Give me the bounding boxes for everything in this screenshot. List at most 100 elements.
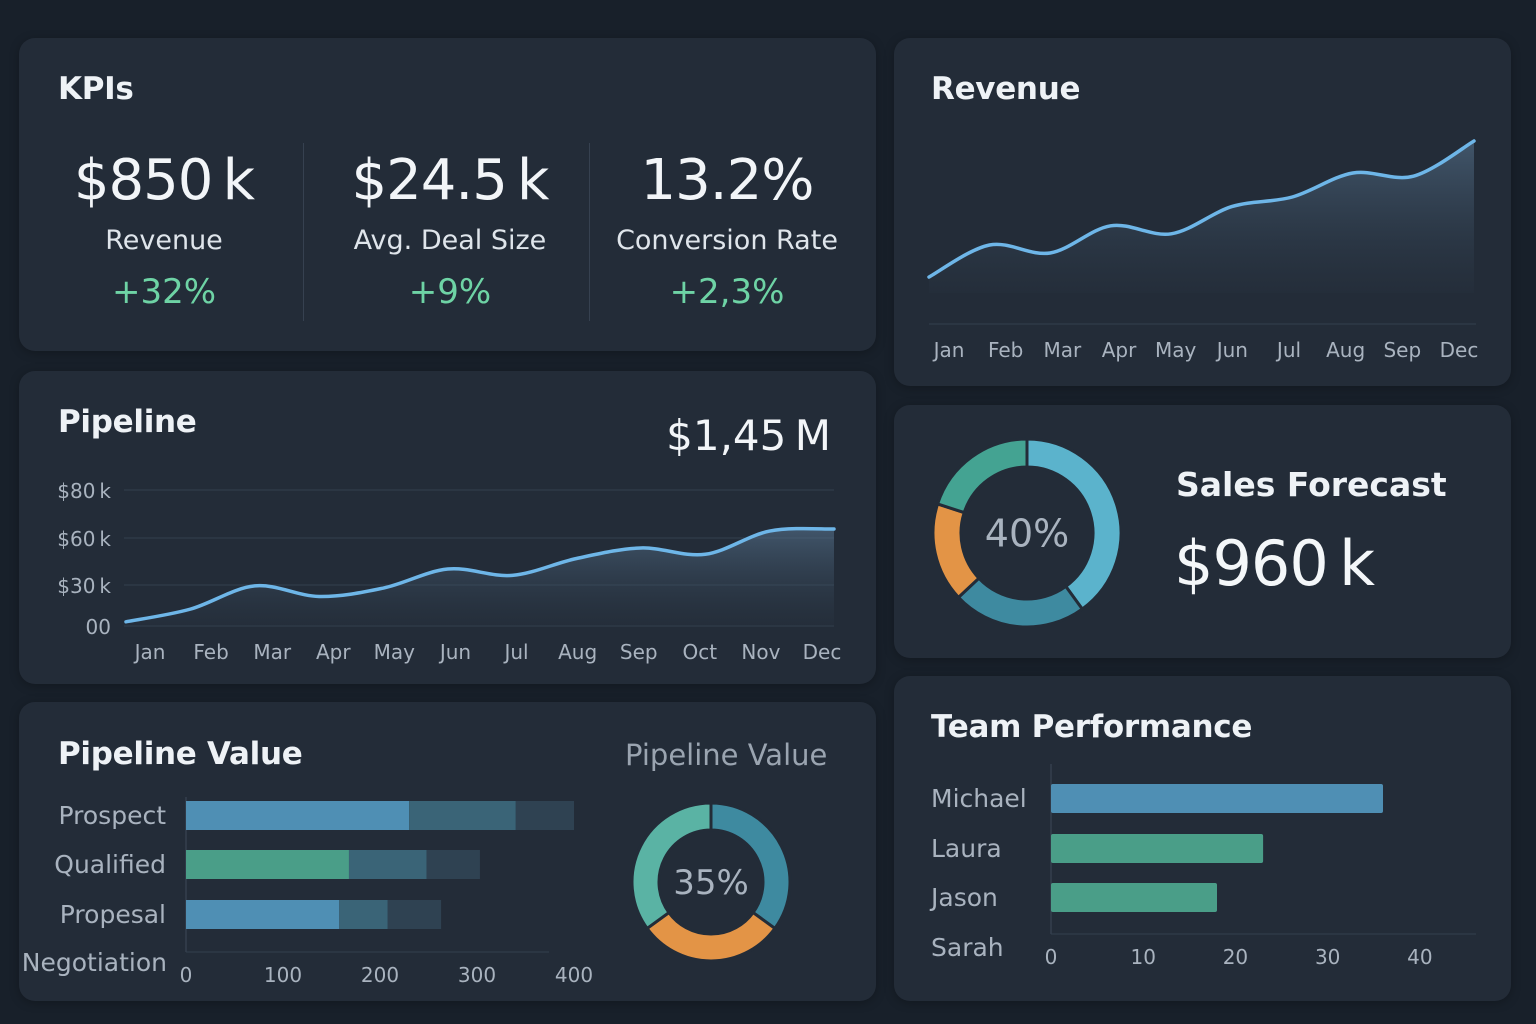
kpi-revenue[interactable]: $850 k Revenue +32% xyxy=(19,138,309,310)
x-tick-label: 10 xyxy=(1130,945,1155,969)
kpi-change: +2,3% xyxy=(669,272,785,312)
x-tick-label: 0 xyxy=(180,963,193,987)
x-tick-label: Sep xyxy=(620,640,658,664)
pipeline-chart[interactable]: 00 $30 k $60 k $80 k Jan Feb Mar Apr May Jun Jul Au… xyxy=(19,371,876,684)
category-label: Sarah xyxy=(931,933,1004,962)
kpis-card: KPIs $850 k Revenue +32% $24.5 k Avg. De… xyxy=(19,38,876,351)
team-performance-card: Team Performance Michael Laura Jason Sarah 0… xyxy=(894,676,1511,1001)
revenue-chart[interactable]: Jan Feb Mar Apr May Jun Jul Aug Sep Dec xyxy=(894,38,1511,386)
kpi-deal-size[interactable]: $24.5 k Avg. Deal Size +9% xyxy=(305,138,595,310)
x-tick-label: 200 xyxy=(361,963,399,987)
bar-segment[interactable] xyxy=(339,900,388,929)
donut-slice[interactable] xyxy=(935,437,1029,515)
bar-segment[interactable] xyxy=(186,801,410,830)
x-tick-label: 30 xyxy=(1315,945,1340,969)
pipeline-card: Pipeline $1,45 M 00 $30 k $60 k $80 k Jan Feb… xyxy=(19,371,876,684)
category-label: Michael xyxy=(931,784,1027,813)
bar-segment[interactable] xyxy=(515,801,574,830)
kpis-title: KPIs xyxy=(58,71,134,107)
x-tick-label: Jul xyxy=(1275,338,1301,362)
x-tick-label: Jun xyxy=(1215,338,1248,362)
area-fill xyxy=(126,528,834,626)
x-tick-label: Jan xyxy=(133,640,166,664)
pipeline-value-chart[interactable]: Prospect Qualified Propesal Negotiation 0 100… xyxy=(19,702,876,1001)
x-tick-label: 0 xyxy=(1045,945,1058,969)
series-line xyxy=(124,526,836,624)
sales-forecast-value: $960 k xyxy=(1174,527,1375,600)
kpi-label: Avg. Deal Size xyxy=(353,225,547,256)
x-tick-label: 400 xyxy=(555,963,593,987)
pipeline-value-donut-title: Pipeline Value xyxy=(625,738,828,772)
series-line xyxy=(927,139,1476,279)
revenue-title: Revenue xyxy=(931,71,1081,107)
team-bar[interactable] xyxy=(1051,834,1264,863)
bar-segment[interactable] xyxy=(186,900,340,929)
donut-slice[interactable] xyxy=(956,576,1085,629)
sales-forecast-card: 40% Sales Forecast $960 k xyxy=(894,405,1511,658)
x-tick-label: Aug xyxy=(558,640,597,664)
x-tick-label: Dec xyxy=(1440,338,1479,362)
kpi-label: Revenue xyxy=(105,225,223,256)
x-tick-label: 20 xyxy=(1223,945,1248,969)
kpi-divider xyxy=(303,143,304,321)
kpi-change: +32% xyxy=(111,272,217,312)
donut-slice[interactable] xyxy=(630,801,713,931)
bar-segment[interactable] xyxy=(426,850,480,879)
x-tick-label: 100 xyxy=(264,963,302,987)
x-tick-label: Feb xyxy=(988,338,1023,362)
sales-forecast-donut[interactable]: 40% xyxy=(894,405,1511,658)
category-label: Propesal xyxy=(60,900,166,929)
donut-center-label: 40% xyxy=(985,512,1069,556)
team-bar[interactable] xyxy=(1051,883,1217,912)
area-fill xyxy=(929,141,1474,293)
x-tick-label: 40 xyxy=(1407,945,1432,969)
category-label: Negotiation xyxy=(22,948,167,977)
x-tick-label: Apr xyxy=(1102,338,1137,362)
y-tick-label: $80 k xyxy=(57,479,111,503)
y-tick-label: 00 xyxy=(86,615,111,639)
x-tick-label: May xyxy=(1155,338,1197,362)
pipeline-total: $1,45 M xyxy=(666,411,831,460)
kpi-change: +9% xyxy=(408,272,492,312)
donut-slice[interactable] xyxy=(644,910,778,963)
category-label: Qualified xyxy=(54,850,166,879)
x-tick-label: Jun xyxy=(438,640,471,664)
donut-slice[interactable] xyxy=(931,502,982,600)
category-label: Laura xyxy=(931,834,1002,863)
team-performance-chart[interactable]: Michael Laura Jason Sarah 0 10 20 30 40 xyxy=(894,676,1511,1001)
y-tick-label: $60 k xyxy=(57,527,111,551)
kpi-value: $850 k xyxy=(73,148,255,213)
y-tick-label: $30 k xyxy=(57,574,111,598)
kpi-label: Conversion Rate xyxy=(616,225,838,256)
team-performance-title: Team Performance xyxy=(931,709,1253,745)
sales-forecast-title: Sales Forecast xyxy=(1176,465,1447,504)
kpi-value: 13.2% xyxy=(640,148,815,213)
donut-slice[interactable] xyxy=(1025,437,1123,612)
pipeline-value-card: Pipeline Value Pipeline Value Prospect Qu… xyxy=(19,702,876,1001)
x-tick-label: Mar xyxy=(253,640,292,664)
x-tick-label: 300 xyxy=(458,963,496,987)
kpi-conversion-rate[interactable]: 13.2% Conversion Rate +2,3% xyxy=(582,138,872,310)
kpi-value: $24.5 k xyxy=(351,148,550,213)
bar-segment[interactable] xyxy=(348,850,427,879)
category-label: Jason xyxy=(929,883,998,912)
x-tick-label: May xyxy=(374,640,416,664)
x-tick-label: Mar xyxy=(1043,338,1082,362)
bar-segment[interactable] xyxy=(387,900,442,929)
x-tick-label: Oct xyxy=(683,640,718,664)
bar-segment[interactable] xyxy=(186,850,349,879)
x-tick-label: Aug xyxy=(1326,338,1365,362)
team-bar[interactable] xyxy=(1051,784,1383,813)
kpi-divider xyxy=(589,143,590,321)
x-tick-label: Feb xyxy=(193,640,228,664)
bar-segment[interactable] xyxy=(409,801,516,830)
x-tick-label: Sep xyxy=(1383,338,1421,362)
category-label: Prospect xyxy=(59,801,167,830)
x-tick-label: Apr xyxy=(316,640,351,664)
pipeline-title: Pipeline xyxy=(58,404,197,440)
x-tick-label: Dec xyxy=(803,640,842,664)
donut-center-label: 35% xyxy=(673,863,749,903)
revenue-card: Revenue Jan Feb Mar Apr May Jun Jul Aug Sep Dec xyxy=(894,38,1511,386)
x-tick-label: Jul xyxy=(502,640,528,664)
x-tick-label: Jan xyxy=(932,338,965,362)
